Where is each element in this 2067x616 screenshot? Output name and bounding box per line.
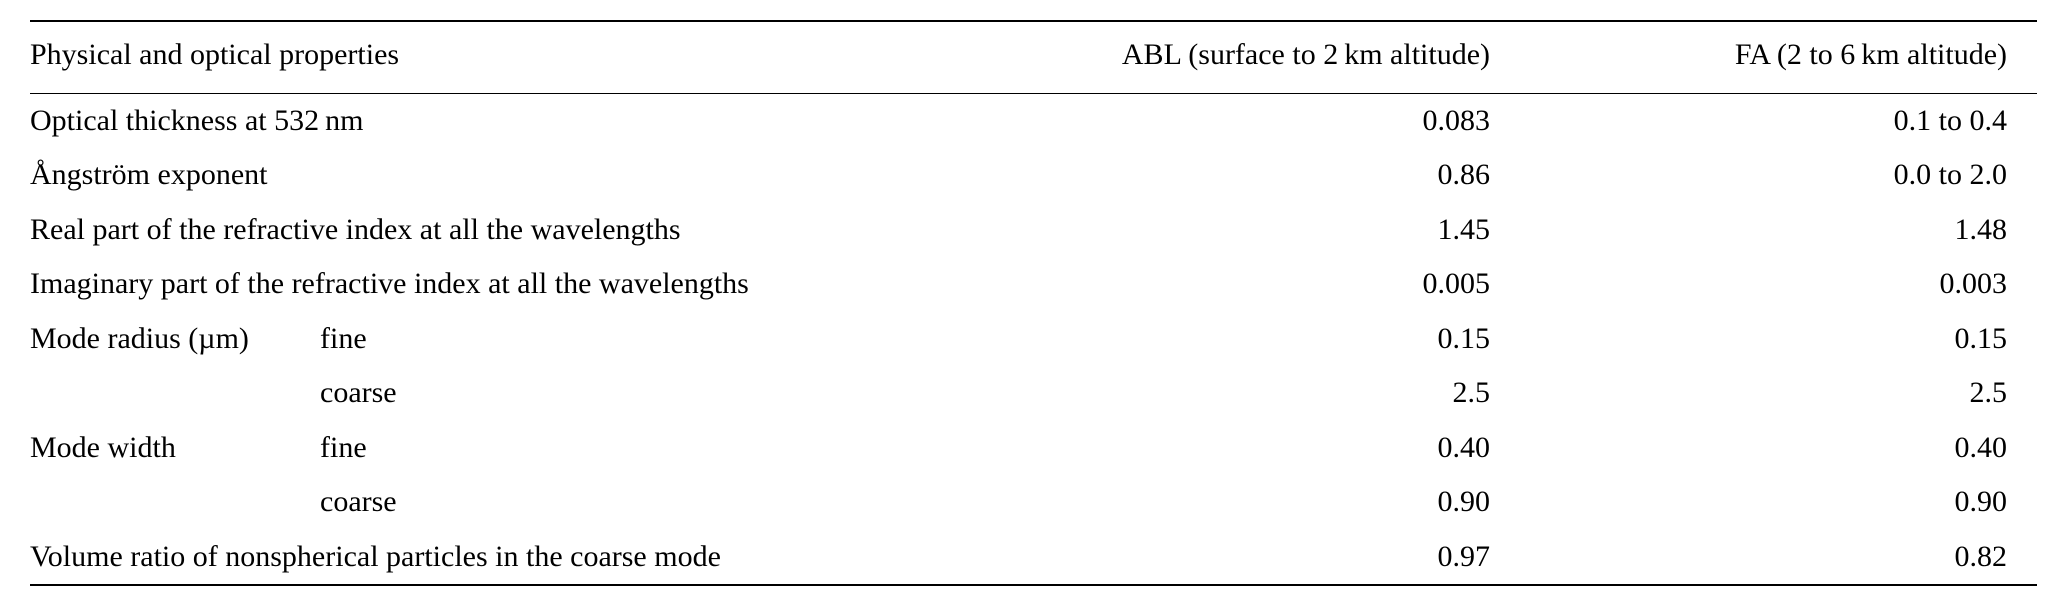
row-label: Ångström exponent: [30, 148, 960, 203]
row-abl: 0.005: [960, 257, 1520, 312]
row-abl: 0.40: [960, 421, 1520, 476]
row-fa: 0.0 to 2.0: [1520, 148, 2037, 203]
table-row: Ångström exponent 0.86 0.0 to 2.0: [30, 148, 2037, 203]
row-abl: 0.083: [960, 93, 1520, 148]
header-properties: Physical and optical properties: [30, 21, 960, 93]
table-row: coarse 2.5 2.5: [30, 366, 2037, 421]
row-label: Volume ratio of nonspherical particles i…: [30, 530, 960, 586]
properties-table: Physical and optical properties ABL (sur…: [30, 20, 2037, 586]
row-label: Real part of the refractive index at all…: [30, 203, 960, 258]
row-abl: 0.90: [960, 475, 1520, 530]
row-fa: 1.48: [1520, 203, 2037, 258]
row-fa: 0.003: [1520, 257, 2037, 312]
row-abl: 2.5: [960, 366, 1520, 421]
table-container: Physical and optical properties ABL (sur…: [0, 0, 2067, 616]
table-row: Mode width fine 0.40 0.40: [30, 421, 2037, 476]
header-abl: ABL (surface to 2 km altitude): [960, 21, 1520, 93]
row-label: Imaginary part of the refractive index a…: [30, 257, 960, 312]
row-sublabel: fine: [320, 312, 960, 367]
table-row: Imaginary part of the refractive index a…: [30, 257, 2037, 312]
table-row: Optical thickness at 532 nm 0.083 0.1 to…: [30, 93, 2037, 148]
row-abl: 0.97: [960, 530, 1520, 586]
row-label-group: [30, 366, 320, 421]
row-abl: 0.86: [960, 148, 1520, 203]
row-sublabel: coarse: [320, 475, 960, 530]
row-label-group: [30, 475, 320, 530]
row-fa: 0.40: [1520, 421, 2037, 476]
table-header-row: Physical and optical properties ABL (sur…: [30, 21, 2037, 93]
row-fa: 0.82: [1520, 530, 2037, 586]
row-sublabel: fine: [320, 421, 960, 476]
row-label: Optical thickness at 532 nm: [30, 93, 960, 148]
row-sublabel: coarse: [320, 366, 960, 421]
row-fa: 0.15: [1520, 312, 2037, 367]
row-label-group: Mode width: [30, 421, 320, 476]
table-row: Mode radius (µm) fine 0.15 0.15: [30, 312, 2037, 367]
table-row: Volume ratio of nonspherical particles i…: [30, 530, 2037, 586]
table-row: Real part of the refractive index at all…: [30, 203, 2037, 258]
row-fa: 0.90: [1520, 475, 2037, 530]
row-label-group: Mode radius (µm): [30, 312, 320, 367]
row-abl: 1.45: [960, 203, 1520, 258]
header-fa: FA (2 to 6 km altitude): [1520, 21, 2037, 93]
row-abl: 0.15: [960, 312, 1520, 367]
table-row: coarse 0.90 0.90: [30, 475, 2037, 530]
row-fa: 0.1 to 0.4: [1520, 93, 2037, 148]
row-fa: 2.5: [1520, 366, 2037, 421]
